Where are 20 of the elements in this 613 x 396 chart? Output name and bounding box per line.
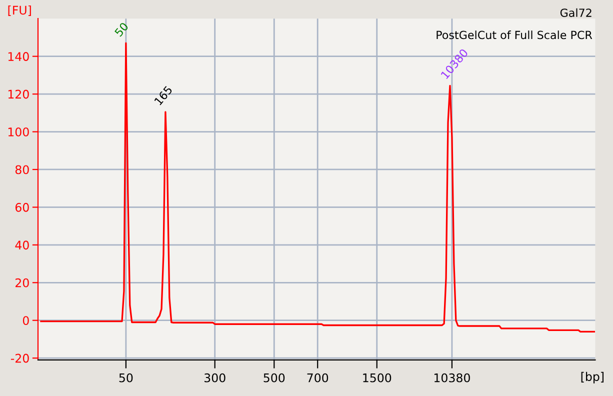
y-tick-label: 60 [15,202,29,212]
y-tick-label: 80 [15,165,29,174]
y-tick-label: 0 [22,316,29,326]
x-tick-label: 1500 [363,373,392,382]
y-tick-label: 120 [8,90,29,99]
x-axis-title: [bp] [581,372,604,384]
x-tick-label: 50 [119,373,133,382]
y-tick-label: -20 [10,354,29,363]
annotation: 50 [114,22,129,37]
y-tick-label: 40 [15,240,29,250]
y-tick-label: 100 [8,127,29,136]
annotation: PostGelCut of Full Scale PCR [436,30,592,40]
x-tick-label: 700 [307,373,328,382]
y-tick-label: 140 [8,52,29,61]
x-tick-label: 500 [264,373,285,382]
y-axis-title: [FU] [8,5,31,16]
text: Gal72 [560,8,592,17]
x-tick-label: 300 [204,373,226,382]
x-tick-label: 10380 [434,373,470,382]
y-tick-label: 20 [16,278,29,288]
